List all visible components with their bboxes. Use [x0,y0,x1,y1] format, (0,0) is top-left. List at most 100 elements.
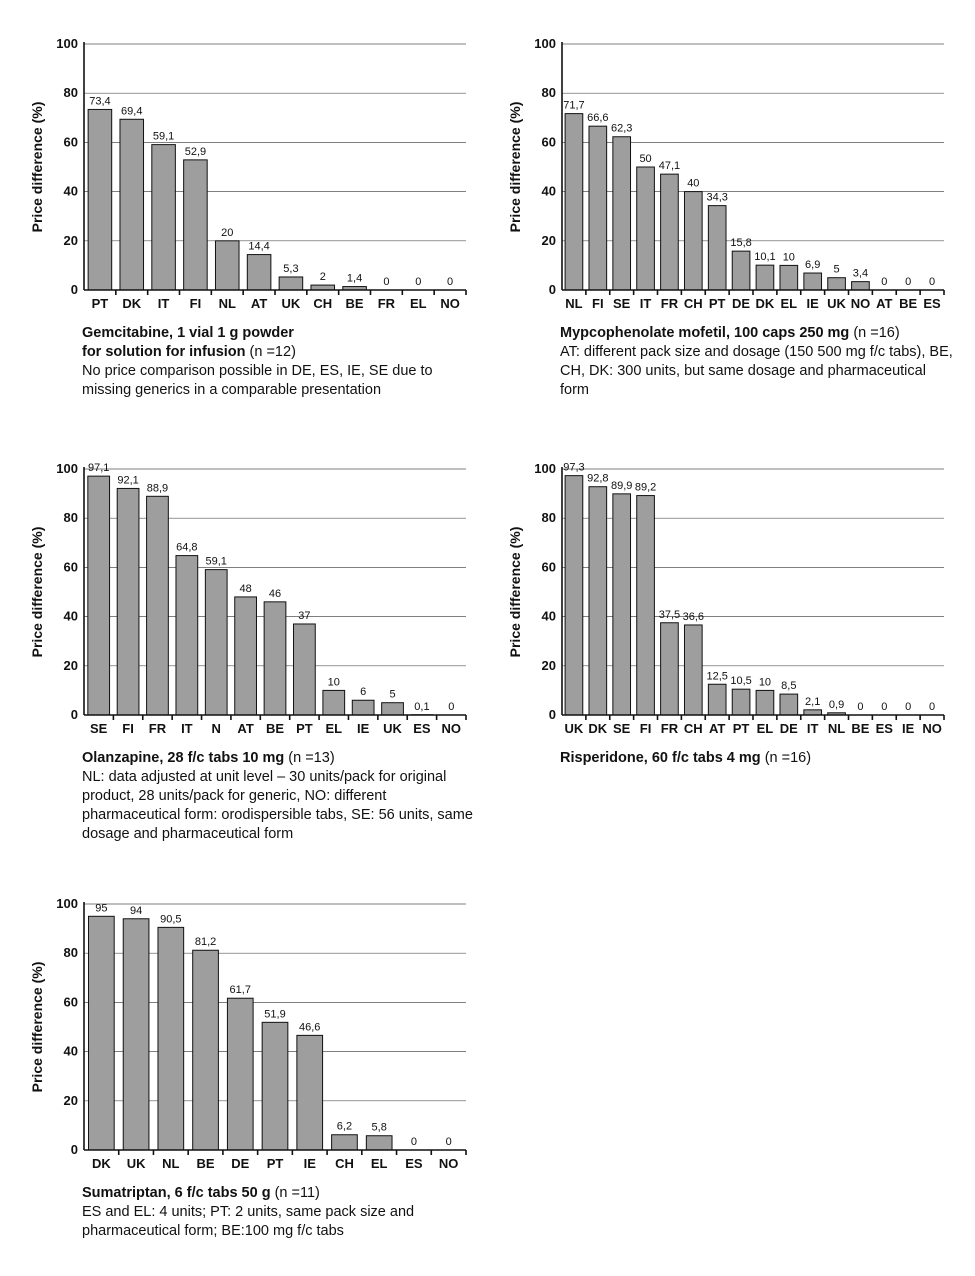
bar-value-label: 46,6 [299,1021,320,1033]
bar-value-label: 10,1 [754,251,775,263]
y-tick-label: 20 [64,658,78,673]
y-tick-label: 40 [542,609,556,624]
bar-value-label: 71,7 [563,100,584,112]
chart-caption: Risperidone, 60 f/c tabs 4 mg (n =16) [560,749,960,768]
x-category-label: EL [781,296,798,311]
chart-panel-mycophenolate: 0 20 40 60 80 100 Price difference (%) 71,7 NL 66… [506,28,953,398]
bar-value-label: 0,1 [414,701,429,713]
bar-value-label: 14,4 [248,241,269,253]
bar-value-label: 95 [95,902,107,914]
x-category-label: PT [267,1156,284,1171]
x-category-label: PT [296,721,313,736]
y-tick-label: 0 [549,282,556,297]
bar-value-label: 1,4 [347,273,362,285]
bar-value-label: 10 [759,676,771,688]
bar [183,159,208,291]
bar [779,264,799,291]
caption-note: NL: data adjusted at unit level – 30 uni… [82,769,473,842]
x-category-label: FR [661,721,679,736]
bar-value-label: 66,6 [587,112,608,124]
y-tick-label: 0 [549,707,556,722]
bar-value-label: 92,8 [587,473,608,485]
bar-value-label: 0,9 [829,699,844,711]
bar [803,272,823,291]
x-category-label: CH [335,1156,354,1171]
y-tick-label: 20 [64,233,78,248]
caption-title-line2: for solution for infusion [82,344,246,360]
x-category-label: BE [346,296,364,311]
bar [261,1021,289,1151]
x-category-label: N [212,721,221,736]
y-tick-label: 40 [64,1044,78,1059]
y-tick-label: 60 [542,134,556,149]
bar [278,276,304,291]
bar-value-label: 69,4 [121,105,142,117]
bar-value-label: 97,3 [563,462,584,474]
bar-value-label: 0 [905,276,911,288]
caption-title: Risperidone, 60 f/c tabs 4 mg [560,750,761,766]
bar [151,144,176,291]
chart-panel-sumatriptan: 0 20 40 60 80 100 Price difference (%) 95 DK 94 UK… [28,888,468,1239]
bar [119,118,145,291]
x-category-label: DK [588,721,607,736]
x-category-label: IE [304,1156,317,1171]
caption-sample-size: (n =11) [274,1185,320,1201]
bar-value-label: 0 [857,701,863,713]
x-category-label: BE [197,1156,215,1171]
bar-value-label: 0 [448,701,454,713]
bar-value-label: 62,3 [611,123,632,135]
bar [827,277,846,291]
y-tick-label: 40 [542,184,556,199]
chart-panel-olanzapine: 0 20 40 60 80 100 Price difference (%) 97,1 SE 92… [28,453,473,842]
x-category-label: NL [828,721,845,736]
bar-value-label: 0 [415,276,421,288]
x-category-label: FR [661,296,679,311]
bar [731,688,751,716]
x-category-label: FI [190,296,202,311]
x-category-label: AT [709,721,725,736]
bar-value-label: 5 [834,264,840,276]
caption-sample-size: (n =16) [853,325,900,341]
bar [851,281,870,291]
bar-value-label: 10,5 [730,675,751,687]
caption-note: ES and EL: 4 units; PT: 2 units, same pa… [82,1204,415,1239]
caption-title: Sumatriptan, 6 f/c tabs 50 g [82,1185,271,1201]
bar [564,113,584,291]
x-category-label: EL [410,296,427,311]
bar [175,555,199,716]
bar [381,702,404,716]
bar [87,475,111,716]
x-category-label: EL [371,1156,388,1171]
bar [204,569,228,716]
x-category-label: FI [592,296,604,311]
x-category-label: NO [922,721,942,736]
x-category-label: UK [282,296,301,311]
bar-value-label: 94 [130,905,142,917]
caption-title: Olanzapine, 28 f/c tabs 10 mg [82,750,285,766]
bar-value-label: 97,1 [88,462,109,474]
x-category-label: AT [237,721,253,736]
bar [296,1034,324,1151]
bar-value-label: 59,1 [153,131,174,143]
bar [683,624,703,716]
bar [636,166,655,291]
caption-title: Mypcophenolate mofetil, 100 caps 250 mg [560,325,850,341]
x-category-label: IT [181,721,193,736]
y-tick-label: 100 [56,36,78,51]
y-tick-label: 20 [64,1093,78,1108]
bar-value-label: 5 [389,689,395,701]
y-tick-label: 60 [64,994,78,1009]
bar-value-label: 92,1 [117,474,138,486]
bar-value-label: 15,8 [730,237,751,249]
x-category-label: CH [313,296,332,311]
x-category-label: ES [923,296,941,311]
bar-value-label: 0 [411,1136,417,1148]
x-category-label: AT [251,296,267,311]
bar-value-label: 10 [328,676,340,688]
bar-value-label: 12,5 [706,670,727,682]
caption-sample-size: (n =12) [249,344,296,360]
bar-value-label: 48 [239,583,251,595]
y-axis-label: Price difference (%) [507,102,523,233]
bar [731,250,751,291]
y-tick-label: 80 [64,945,78,960]
